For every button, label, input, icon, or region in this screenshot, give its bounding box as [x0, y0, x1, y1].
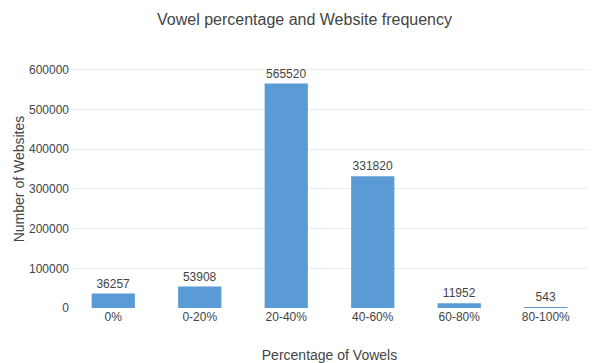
svg-text:11952: 11952	[443, 286, 476, 300]
svg-text:400000: 400000	[29, 142, 69, 156]
svg-text:543: 543	[536, 290, 556, 304]
svg-text:100000: 100000	[29, 262, 69, 276]
svg-text:20-40%: 20-40%	[266, 310, 308, 324]
svg-text:40-60%: 40-60%	[352, 310, 394, 324]
svg-text:565520: 565520	[266, 67, 306, 81]
svg-text:60-80%: 60-80%	[439, 310, 481, 324]
svg-text:0: 0	[62, 301, 69, 315]
svg-text:331820: 331820	[353, 159, 393, 173]
svg-text:0%: 0%	[105, 310, 123, 324]
svg-text:Vowel percentage and Website f: Vowel percentage and Website frequency	[157, 11, 452, 28]
svg-text:53908: 53908	[183, 270, 217, 284]
svg-text:Number of Websites: Number of Websites	[11, 116, 27, 243]
svg-text:80-100%: 80-100%	[522, 310, 570, 324]
svg-text:0-20%: 0-20%	[182, 310, 217, 324]
svg-text:300000: 300000	[29, 182, 69, 196]
svg-text:36257: 36257	[96, 277, 130, 291]
svg-text:600000: 600000	[29, 63, 69, 77]
svg-text:Percentage of Vowels: Percentage of Vowels	[262, 347, 397, 363]
svg-text:500000: 500000	[29, 103, 69, 117]
svg-text:200000: 200000	[29, 222, 69, 236]
